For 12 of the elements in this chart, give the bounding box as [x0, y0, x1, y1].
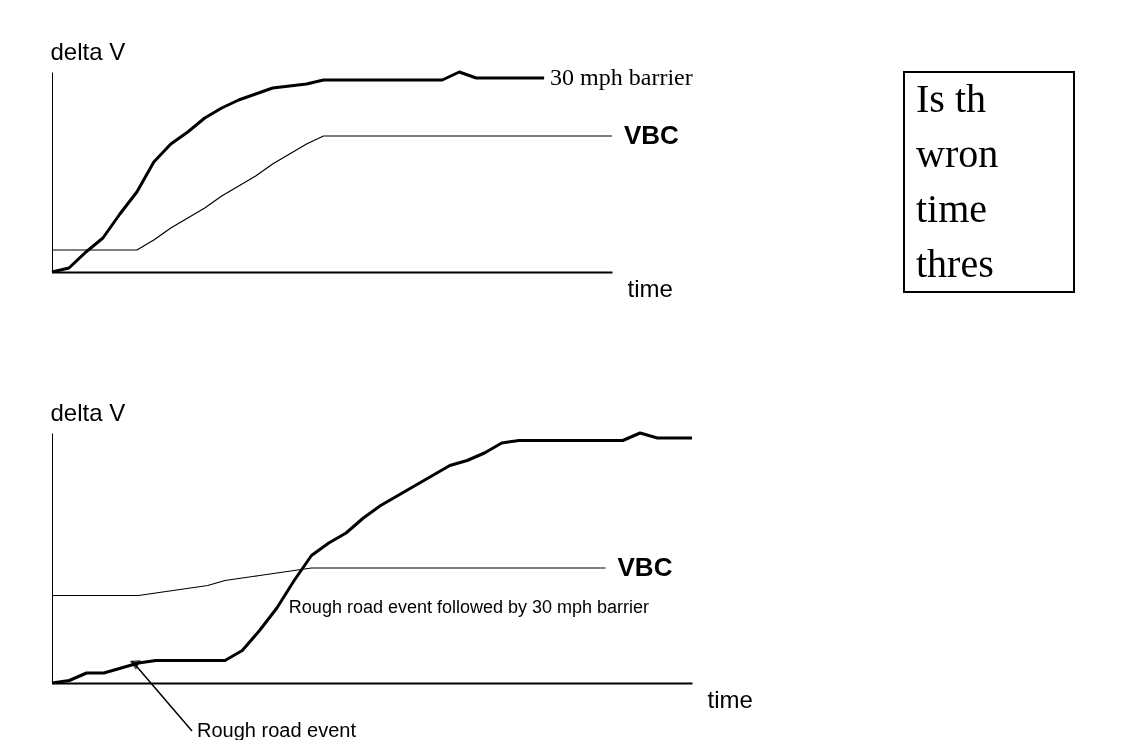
text: thres: [916, 240, 994, 286]
series-label: 30 mph barrier: [550, 64, 693, 90]
y-axis-title: delta V: [50, 398, 126, 426]
x-axis-title: time: [627, 274, 673, 302]
y-axis-title: delta V: [50, 37, 126, 65]
series-label: Rough road event followed by 30 mph barrier: [288, 597, 650, 617]
text: time: [916, 185, 988, 231]
series-label: VBC: [624, 120, 680, 150]
text: wron: [916, 130, 999, 176]
x-axis-title: time: [707, 685, 753, 713]
text: Is th: [916, 75, 986, 121]
series-label: VBC: [617, 552, 673, 582]
